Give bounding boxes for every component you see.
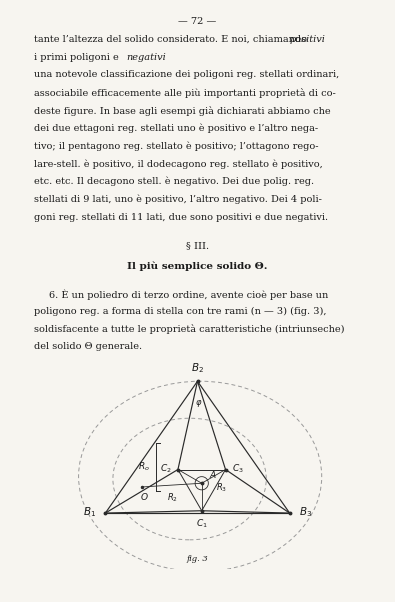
Text: $R_o$: $R_o$ <box>138 461 150 473</box>
Text: $R_2$: $R_2$ <box>167 491 179 504</box>
Text: deste figure. In base agli esempi già dichiarati abbiamo che: deste figure. In base agli esempi già di… <box>34 106 330 116</box>
Text: $A$: $A$ <box>209 468 216 480</box>
Text: associabile efficacemente alle più importanti proprietà di co-: associabile efficacemente alle più impor… <box>34 88 335 98</box>
Text: dei due ettagoni reg. stellati uno è positivo e l’altro nega-: dei due ettagoni reg. stellati uno è pos… <box>34 124 318 133</box>
Text: poligono reg. a forma di stella con tre rami (n — 3) (fig. 3),: poligono reg. a forma di stella con tre … <box>34 307 326 316</box>
Text: tante l’altezza del solido considerato. E noi, chiamando: tante l’altezza del solido considerato. … <box>34 35 310 44</box>
Text: § III.: § III. <box>186 241 209 250</box>
Text: Il più semplice solido Θ.: Il più semplice solido Θ. <box>127 261 268 271</box>
Text: — 72 —: — 72 — <box>179 17 216 26</box>
Text: $C_2$: $C_2$ <box>160 462 171 475</box>
Text: $O$: $O$ <box>140 491 149 502</box>
Text: $B_3$: $B_3$ <box>299 505 312 519</box>
Text: $B_1$: $B_1$ <box>83 505 96 519</box>
Text: tivo; il pentagono reg. stellato è positivo; l’ottagono rego-: tivo; il pentagono reg. stellato è posit… <box>34 141 318 151</box>
Text: una notevole classificazione dei poligoni reg. stellati ordinari,: una notevole classificazione dei poligon… <box>34 70 339 79</box>
Text: etc. etc. Il decagono stell. è negativo. Dei due polig. reg.: etc. etc. Il decagono stell. è negativo.… <box>34 177 314 187</box>
Text: $C_1$: $C_1$ <box>196 518 208 530</box>
Text: stellati di 9 lati, uno è positivo, l’altro negativo. Dei 4 poli-: stellati di 9 lati, uno è positivo, l’al… <box>34 195 322 204</box>
Text: goni reg. stellati di 11 lati, due sono positivi e due negativi.: goni reg. stellati di 11 lati, due sono … <box>34 213 328 222</box>
Text: i primi poligoni e: i primi poligoni e <box>34 53 121 61</box>
Text: $\varphi$: $\varphi$ <box>196 398 203 409</box>
Text: 6. È un poliedro di terzo ordine, avente cioè per base un: 6. È un poliedro di terzo ordine, avente… <box>49 289 329 300</box>
Text: $R_3$: $R_3$ <box>216 481 227 494</box>
Text: negativi: negativi <box>126 53 166 61</box>
Text: fig. 3: fig. 3 <box>186 554 209 562</box>
Text: positivi: positivi <box>290 35 325 44</box>
Text: $B_2$: $B_2$ <box>191 361 204 375</box>
Text: del solido Θ generale.: del solido Θ generale. <box>34 343 142 352</box>
Text: soldisfacente a tutte le proprietà caratteristiche (intriunseche): soldisfacente a tutte le proprietà carat… <box>34 324 344 335</box>
Text: lare-stell. è positivo, il dodecagono reg. stellato è positivo,: lare-stell. è positivo, il dodecagono re… <box>34 160 322 169</box>
Text: $C_3$: $C_3$ <box>232 462 244 475</box>
